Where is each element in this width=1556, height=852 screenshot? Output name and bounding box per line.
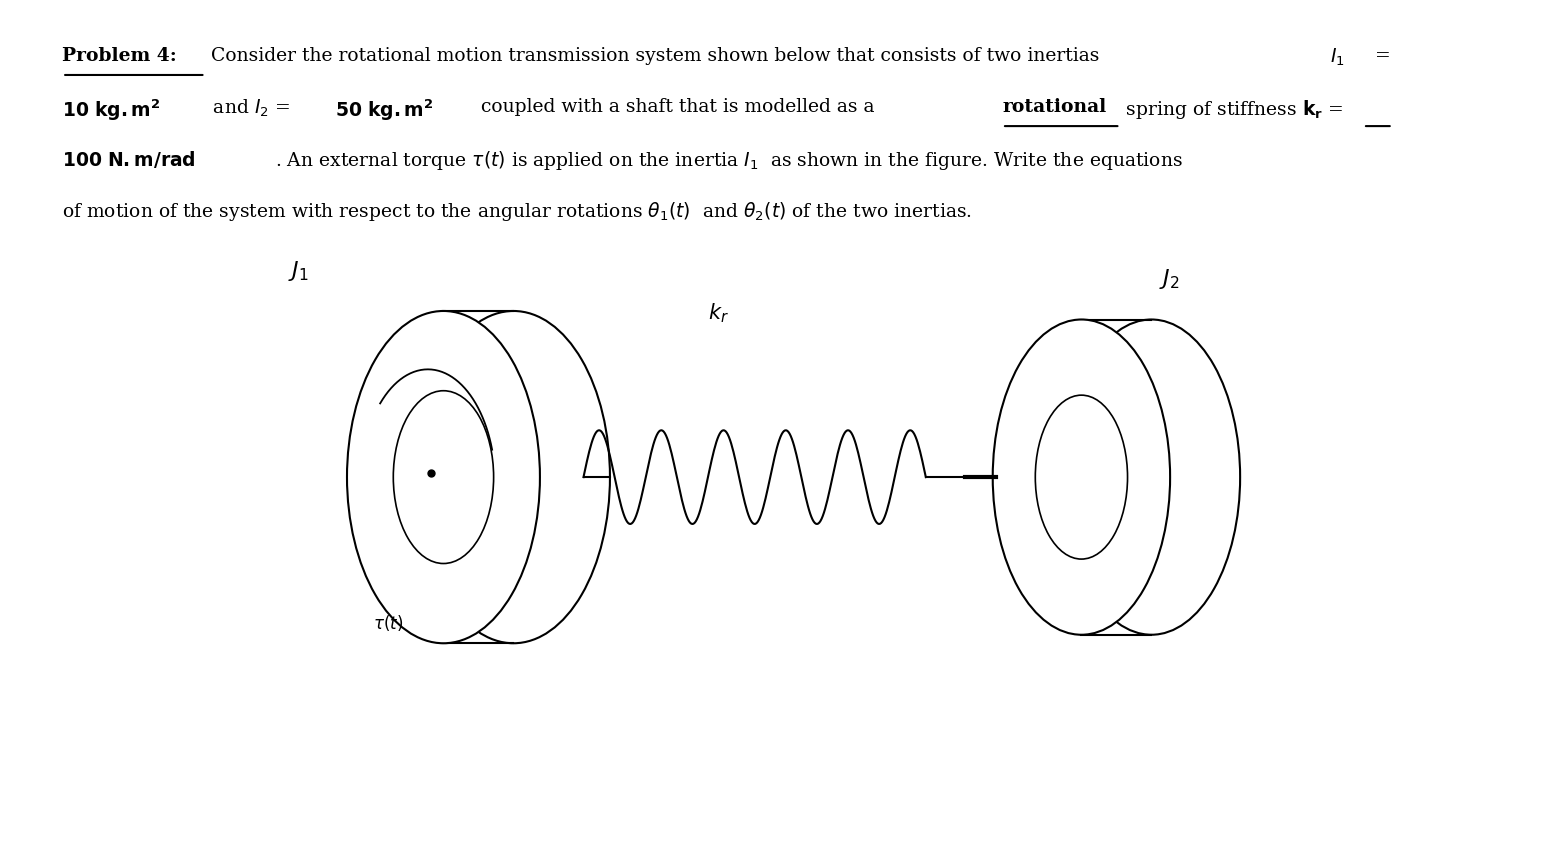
Ellipse shape xyxy=(1035,395,1128,559)
Text: $I_1$: $I_1$ xyxy=(1330,47,1344,68)
Ellipse shape xyxy=(993,320,1170,635)
Ellipse shape xyxy=(347,311,540,643)
Text: of motion of the system with respect to the angular rotations $\theta_1(t)$  and: of motion of the system with respect to … xyxy=(62,200,972,223)
Text: and $I_2$ =: and $I_2$ = xyxy=(207,98,293,119)
Text: $J_2$: $J_2$ xyxy=(1159,268,1179,291)
Text: $k_r$: $k_r$ xyxy=(708,302,728,325)
Text: $\mathbf{50\ kg.m^2}$: $\mathbf{50\ kg.m^2}$ xyxy=(335,98,433,124)
Text: $\mathbf{10\ kg.m^2}$: $\mathbf{10\ kg.m^2}$ xyxy=(62,98,160,124)
Text: $J_1$: $J_1$ xyxy=(288,259,308,283)
Text: =: = xyxy=(1369,47,1391,65)
Ellipse shape xyxy=(394,391,493,563)
Text: Consider the rotational motion transmission system shown below that consists of : Consider the rotational motion transmiss… xyxy=(205,47,1106,65)
Text: spring of stiffness $\mathbf{k_r}$ =: spring of stiffness $\mathbf{k_r}$ = xyxy=(1120,98,1344,121)
Text: coupled with a shaft that is modelled as a: coupled with a shaft that is modelled as… xyxy=(475,98,881,116)
Text: $\mathbf{100\ N.m/rad}$: $\mathbf{100\ N.m/rad}$ xyxy=(62,149,196,170)
Text: $\tau(t)$: $\tau(t)$ xyxy=(373,613,403,633)
Text: rotational: rotational xyxy=(1002,98,1106,116)
Text: Problem 4:: Problem 4: xyxy=(62,47,177,65)
Text: . An external torque $\tau(t)$ is applied on the inertia $I_1$  as shown in the : . An external torque $\tau(t)$ is applie… xyxy=(275,149,1184,172)
